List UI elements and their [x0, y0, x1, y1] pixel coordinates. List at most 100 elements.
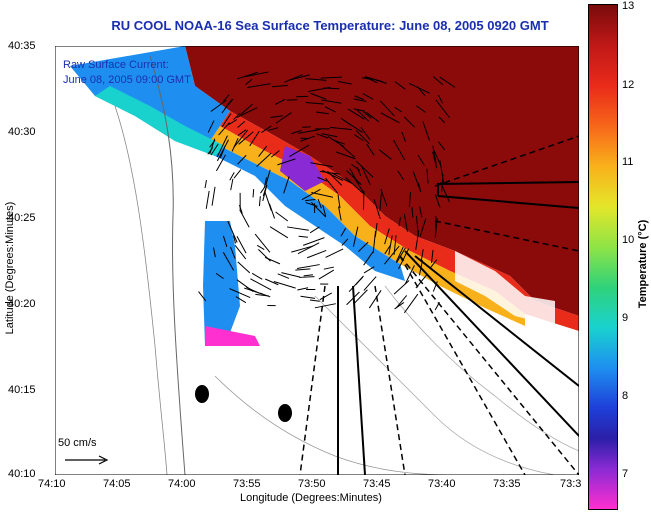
- current-vector: [268, 203, 276, 219]
- current-vector: [352, 226, 359, 247]
- current-vector: [303, 274, 314, 277]
- current-vector: [221, 113, 232, 128]
- current-vector: [301, 188, 321, 201]
- current-vector: [368, 290, 382, 309]
- current-vector: [415, 273, 428, 289]
- current-vector: [256, 152, 272, 167]
- current-vector: [364, 76, 378, 84]
- current-vector: [258, 249, 271, 262]
- current-vector: [347, 108, 365, 120]
- current-vector: [437, 141, 446, 151]
- current-vector: [321, 133, 338, 138]
- current-vector: [322, 204, 327, 217]
- current-vector: [345, 177, 364, 194]
- current-vector: [432, 145, 437, 165]
- current-vector: [398, 217, 401, 227]
- current-vector: [388, 235, 393, 255]
- current-vector: [307, 250, 327, 259]
- current-vector: [236, 107, 258, 119]
- legend-line-2: June 08, 2005 09:00 GMT: [63, 74, 191, 86]
- current-vector: [233, 169, 242, 179]
- current-vector: [432, 151, 438, 169]
- current-vector: [236, 236, 247, 254]
- current-vector: [305, 101, 324, 105]
- current-vector: [222, 94, 230, 102]
- current-vector: [286, 226, 309, 231]
- current-vector: [291, 129, 302, 135]
- current-vector: [308, 86, 331, 92]
- current-vector: [319, 292, 332, 301]
- current-vector: [245, 71, 269, 78]
- current-vector: [325, 248, 344, 258]
- current-vector: [356, 109, 370, 122]
- current-vector: [207, 120, 215, 133]
- temperature-colorbar: [588, 4, 618, 510]
- current-vector: [310, 202, 327, 218]
- current-vector: [258, 145, 268, 157]
- current-vector: [277, 273, 290, 279]
- current-vector: [317, 176, 328, 182]
- current-vector: [204, 180, 207, 189]
- current-vector: [439, 76, 456, 88]
- current-vector: [426, 168, 429, 184]
- surface-current-vectors: [198, 71, 456, 314]
- current-vector: [281, 272, 301, 278]
- current-vector: [435, 99, 451, 119]
- current-vector: [256, 244, 265, 250]
- current-vector: [398, 248, 410, 270]
- xtick: 74:05: [103, 478, 131, 490]
- current-vector: [277, 158, 296, 166]
- current-vector: [394, 107, 402, 113]
- current-vector: [338, 206, 342, 221]
- current-vector: [365, 111, 380, 123]
- current-vector: [262, 184, 268, 202]
- current-vector: [325, 177, 339, 194]
- station-marker: [195, 385, 209, 403]
- current-vector: [296, 264, 320, 270]
- current-vector: [355, 130, 370, 145]
- current-vector: [396, 247, 406, 264]
- current-vector: [247, 83, 271, 89]
- cold-water-region: [70, 46, 405, 281]
- current-vector: [440, 182, 451, 203]
- current-vector: [222, 235, 228, 247]
- current-vector: [270, 150, 280, 158]
- current-vector: [297, 242, 320, 255]
- current-vector: [216, 139, 229, 162]
- sst-map: [55, 46, 579, 475]
- current-vector: [236, 71, 259, 80]
- coastal-cold-strip: [203, 221, 240, 346]
- current-vector: [434, 194, 441, 208]
- coastline: [149, 55, 186, 475]
- current-vector: [408, 192, 412, 207]
- current-vector: [432, 281, 438, 292]
- ytick: 40:35: [8, 40, 36, 52]
- current-vector: [437, 94, 443, 104]
- current-vector: [300, 295, 316, 299]
- current-vector: [317, 199, 322, 209]
- current-vector: [288, 74, 310, 81]
- current-vector: [272, 84, 288, 88]
- current-vector: [346, 291, 360, 306]
- current-vector: [289, 144, 310, 157]
- current-vector: [416, 105, 426, 113]
- current-vector: [360, 127, 371, 141]
- current-vector: [316, 133, 329, 139]
- current-vector: [361, 77, 373, 80]
- current-vector: [239, 209, 250, 228]
- legend-line-1: Raw Surface Current:: [63, 59, 169, 71]
- colorbar-tick: 13: [622, 0, 635, 12]
- current-vector: [221, 98, 233, 114]
- current-vector: [356, 166, 362, 177]
- current-vector: [379, 189, 383, 212]
- current-vector: [353, 108, 365, 112]
- current-vector: [210, 99, 227, 112]
- current-vector: [374, 222, 378, 237]
- current-vector: [233, 129, 249, 148]
- current-vector: [318, 269, 335, 280]
- current-vector: [418, 260, 424, 276]
- current-vector: [230, 246, 236, 259]
- current-vector: [258, 196, 261, 207]
- current-vector: [259, 292, 271, 298]
- current-vector: [216, 154, 226, 172]
